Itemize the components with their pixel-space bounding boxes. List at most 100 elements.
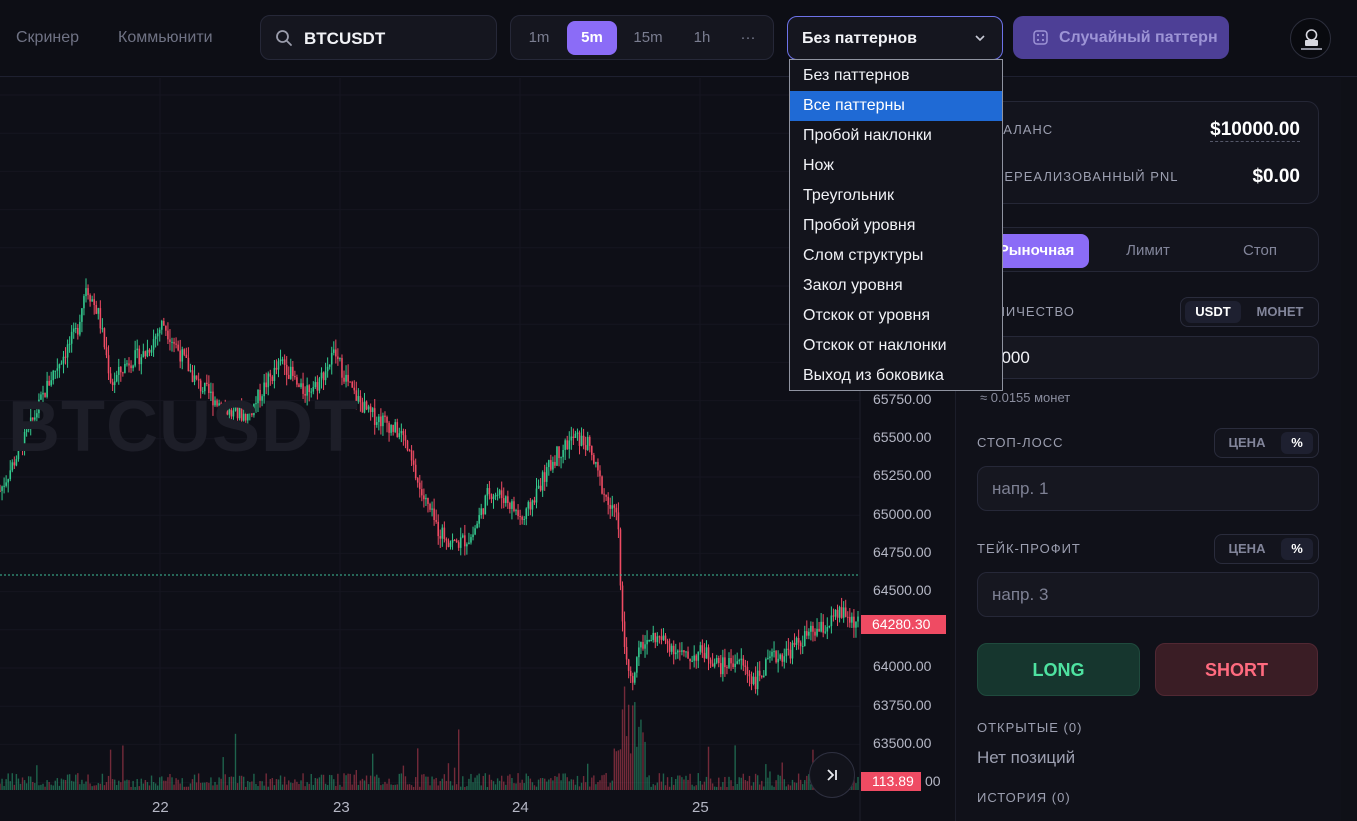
take-profit-mode-toggle: ЦЕНА % (1214, 534, 1319, 564)
random-pattern-label: Случайный паттерн (1059, 29, 1218, 46)
quantity-input[interactable]: 1000 (977, 336, 1319, 379)
candle-body (398, 433, 401, 438)
long-button[interactable]: LONG (977, 643, 1140, 696)
volume-bar (120, 782, 122, 790)
candlestick-chart[interactable] (0, 78, 950, 821)
volume-bar (269, 779, 272, 790)
candle-body (744, 665, 747, 667)
candle-body (246, 412, 249, 421)
pattern-option[interactable]: Слом структуры (803, 247, 924, 264)
candle-body (363, 401, 366, 413)
sl-percent-option[interactable]: % (1281, 432, 1313, 454)
candle-body (294, 376, 296, 378)
candle-body (230, 409, 233, 417)
volume-bar (734, 745, 736, 790)
random-pattern-button[interactable]: Случайный паттерн (1013, 16, 1229, 59)
pattern-option[interactable]: Пробой наклонки (803, 127, 932, 144)
candle-body (453, 539, 456, 541)
volume-bar (453, 767, 456, 790)
avatar[interactable] (1290, 18, 1331, 59)
timeframe-1m[interactable]: 1m (528, 29, 550, 46)
nav-community-link[interactable]: Коммьюнити (118, 29, 213, 46)
candle-body (144, 351, 147, 357)
volume-bar (443, 774, 446, 790)
candle-body (789, 649, 792, 659)
volume-bar (99, 783, 102, 790)
volume-bar (646, 777, 648, 790)
volume-bar (771, 785, 773, 790)
pattern-option[interactable]: Выход из боковика (803, 367, 944, 384)
volume-bar (675, 779, 677, 790)
candle-body (697, 651, 700, 661)
volume-bar (480, 785, 482, 790)
candle-body (547, 460, 550, 468)
volume-bar (109, 749, 112, 790)
y-tick-label: 65000.00 (873, 506, 932, 522)
nav-screener-link[interactable]: Скринер (16, 29, 80, 46)
candle-body (646, 640, 648, 645)
tp-price-option[interactable]: ЦЕНА (1228, 541, 1266, 556)
symbol-search-input[interactable]: BTCUSDT (260, 15, 497, 60)
pattern-option[interactable]: Отскок от уровня (803, 307, 931, 324)
candle-body (345, 374, 347, 382)
timeframe-1h[interactable]: 1h (693, 29, 711, 46)
candle-body (846, 616, 849, 618)
candle-body (625, 646, 628, 660)
price-chart[interactable]: BTCUSDT (0, 78, 950, 821)
volume-bar (89, 783, 91, 790)
volume-bar (711, 783, 714, 790)
candle-body (23, 431, 26, 451)
volume-bar (445, 780, 448, 790)
scroll-to-latest-button[interactable] (809, 752, 855, 798)
volume-bar (247, 780, 249, 790)
volume-bar (699, 781, 702, 790)
candle-body (402, 431, 405, 436)
timeframe-more-button[interactable]: ··· (740, 29, 756, 46)
candle-body (498, 490, 501, 495)
pattern-option[interactable]: Закол уровня (803, 277, 903, 294)
volume-bar (36, 765, 38, 790)
candle-body (320, 372, 323, 379)
candle-body (185, 354, 188, 358)
candle-body (83, 296, 85, 309)
candle-body (666, 640, 669, 644)
candle-body (529, 502, 532, 510)
timeframe-5m[interactable]: 5m (567, 21, 617, 55)
sl-price-option[interactable]: ЦЕНА (1228, 435, 1266, 450)
pattern-option[interactable]: Отскок от наклонки (803, 337, 947, 354)
volume-bar (410, 785, 413, 790)
volume-bar (621, 709, 624, 790)
pattern-option[interactable]: Нож (803, 157, 834, 174)
volume-bar (238, 775, 241, 790)
pattern-select[interactable]: Без паттернов (787, 16, 1003, 60)
candle-body (564, 440, 566, 450)
pattern-option[interactable]: Пробой уровня (803, 217, 916, 234)
pattern-option-highlighted[interactable]: Все паттерны (790, 91, 1002, 121)
pattern-option[interactable]: Без паттернов (803, 67, 910, 84)
volume-bar (210, 777, 212, 790)
candle-body (169, 339, 171, 342)
short-button[interactable]: SHORT (1155, 643, 1318, 696)
tp-percent-option[interactable]: % (1281, 538, 1313, 560)
volume-bar (400, 773, 403, 790)
take-profit-input[interactable]: напр. 3 (977, 572, 1319, 617)
stop-loss-input[interactable]: напр. 1 (977, 466, 1319, 511)
volume-bar (740, 777, 742, 790)
pattern-option[interactable]: Треугольник (803, 187, 894, 204)
candle-body (375, 422, 378, 425)
tab-stop[interactable]: Стоп (1243, 242, 1277, 259)
volume-bar (404, 776, 407, 790)
candle-body (486, 488, 489, 496)
candle-body (232, 410, 235, 417)
unit-coin-option[interactable]: МОНЕТ (1256, 304, 1304, 319)
unit-usdt-option[interactable]: USDT (1185, 301, 1241, 323)
candle-body (808, 631, 810, 636)
volume-bar (593, 775, 595, 790)
timeframe-15m[interactable]: 15m (633, 29, 663, 46)
candle-body (56, 368, 59, 371)
tab-limit[interactable]: Лимит (1126, 242, 1170, 259)
candle-body (676, 650, 679, 653)
candle-body (242, 413, 245, 421)
candle-body (607, 496, 609, 505)
candle-body (189, 370, 192, 372)
